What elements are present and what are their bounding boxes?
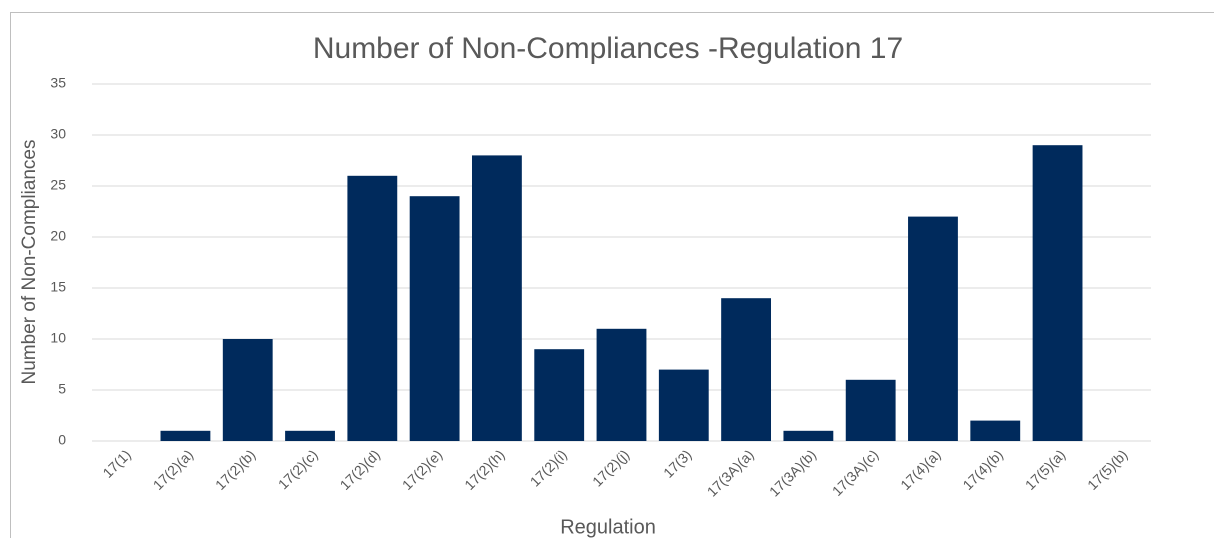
x-tick-label: 17(2)(h) <box>461 446 508 493</box>
x-axis-label: Regulation <box>560 516 656 538</box>
bar <box>845 379 896 441</box>
x-tick-label: 17(3A)(a) <box>704 446 757 499</box>
x-tick-label: 17(2)(i) <box>527 446 570 489</box>
x-tick-label: 17(2)(d) <box>337 446 384 493</box>
y-tick-label: 25 <box>50 177 66 193</box>
x-tick-label: 17(5)(a) <box>1022 446 1069 493</box>
chart-title: Number of Non-Compliances -Regulation 17 <box>313 32 903 65</box>
bar <box>658 369 709 441</box>
x-tick-label: 17(3A)(c) <box>829 446 882 499</box>
x-tick-label: 17(1) <box>99 446 133 480</box>
bar <box>721 298 772 441</box>
bar <box>160 430 211 441</box>
bar <box>783 430 834 441</box>
y-tick-label: 10 <box>50 330 66 346</box>
x-tick-label: 17(4)(a) <box>897 446 944 493</box>
y-tick-label: 30 <box>50 126 66 142</box>
bar <box>534 349 585 441</box>
bar <box>596 328 647 441</box>
y-tick-label: 35 <box>50 75 66 91</box>
x-tick-label: 17(2)(b) <box>212 446 259 493</box>
x-tick-label: 17(5)(b) <box>1084 446 1131 493</box>
y-axis-label: Number of Non-Compliances <box>19 140 40 385</box>
bar <box>285 430 335 441</box>
chart-frame <box>10 12 1214 538</box>
x-tick-label: 17(2)(j) <box>589 446 632 489</box>
x-tick-label: 17(2)(c) <box>275 446 321 492</box>
bar <box>1032 145 1083 441</box>
bar <box>222 339 273 441</box>
bar <box>347 175 398 442</box>
bar <box>908 216 958 441</box>
y-tick-label: 20 <box>50 228 66 244</box>
y-tick-label: 15 <box>50 279 66 295</box>
x-tick-label: 17(4)(b) <box>959 446 1006 493</box>
bar <box>471 155 522 441</box>
x-tick-label: 17(3) <box>660 446 694 480</box>
bar <box>970 420 1021 441</box>
y-tick-label: 5 <box>58 381 66 397</box>
y-tick-label: 0 <box>58 432 66 448</box>
bar <box>409 196 460 441</box>
x-tick-label: 17(2)(a) <box>150 446 197 493</box>
x-tick-label: 17(3A)(b) <box>766 446 819 499</box>
x-tick-label: 17(2)(e) <box>399 446 446 493</box>
